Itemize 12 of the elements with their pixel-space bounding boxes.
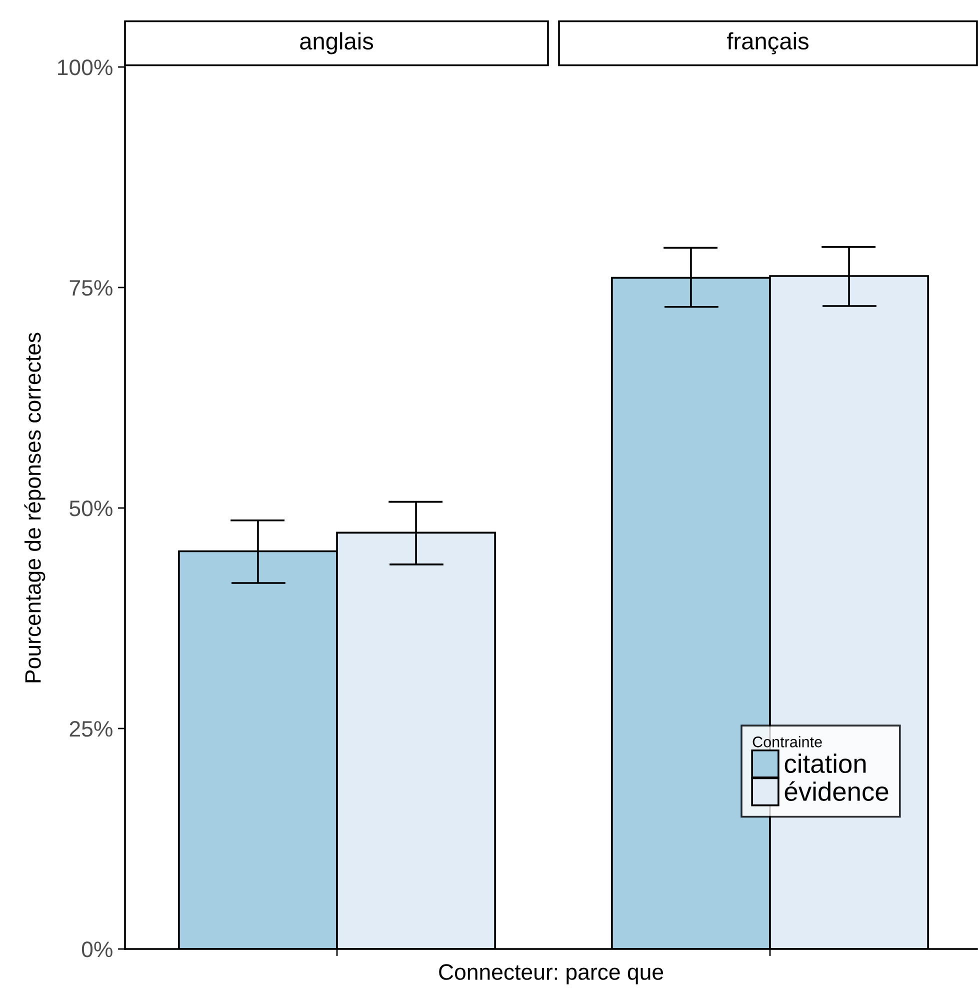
y-tick-label: 25%: [70, 721, 112, 737]
x-tick-label: anglais: [300, 32, 374, 54]
y-tick-label: 50%: [70, 500, 112, 516]
y-tick-label: 0%: [82, 942, 112, 958]
legend-label: citation: [784, 754, 866, 774]
x-tick-label: français: [727, 32, 808, 54]
legend-label: évidence: [784, 781, 888, 801]
y-axis-title: Pourcentage de réponses correctes: [24, 332, 46, 682]
x-axis-title: Connecteur: parce que: [439, 964, 664, 984]
y-tick-label: 75%: [70, 280, 112, 296]
legend-title: Contrainte: [752, 736, 822, 748]
y-tick-label: 100%: [58, 60, 112, 76]
